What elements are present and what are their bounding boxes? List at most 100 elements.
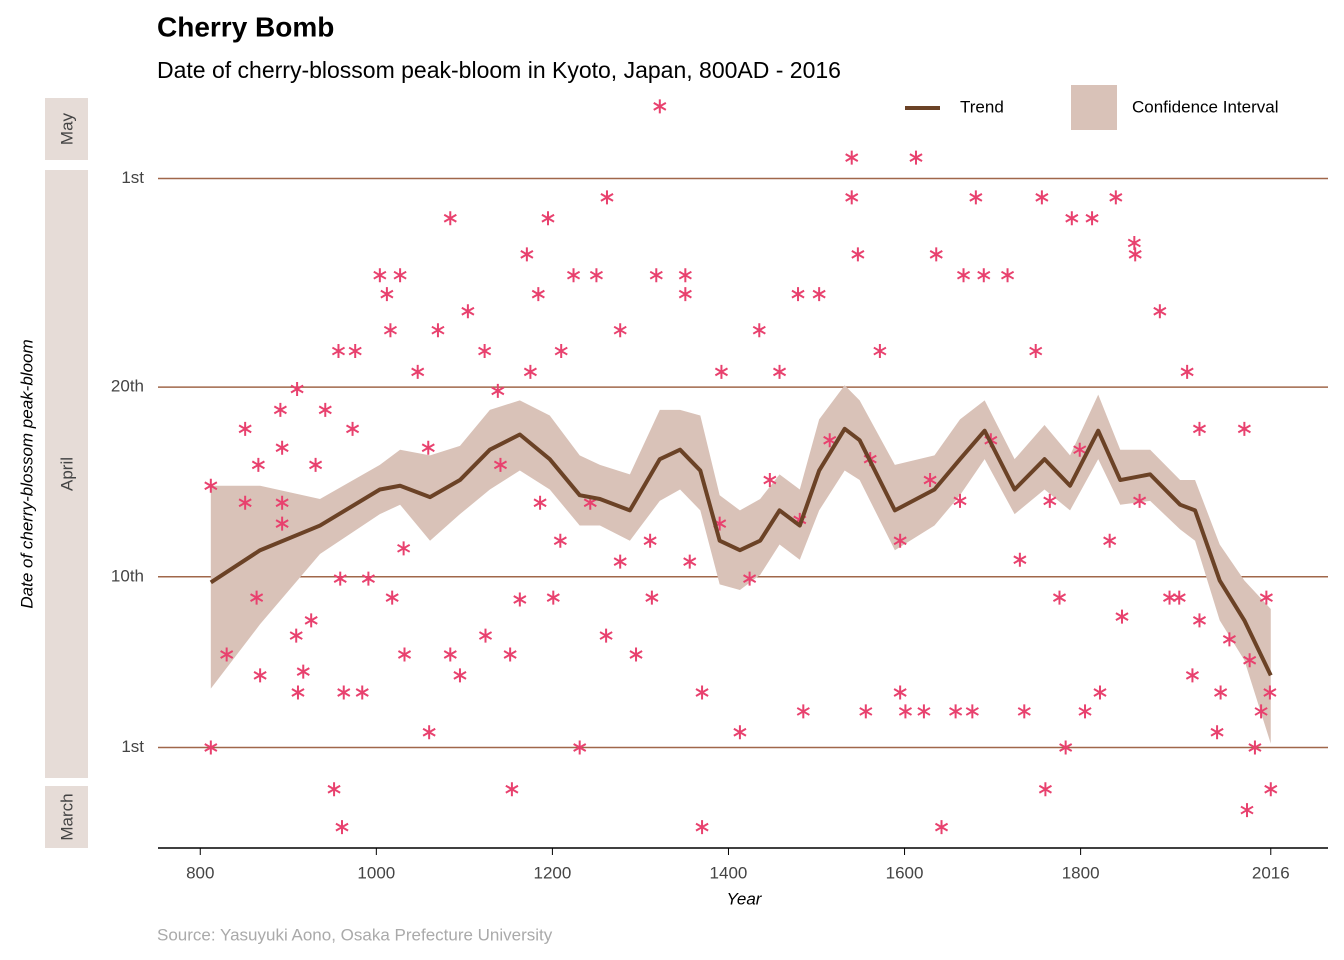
point xyxy=(1103,533,1117,548)
point xyxy=(1243,653,1257,668)
point xyxy=(733,725,747,740)
x-tick-label: 2016 xyxy=(1252,863,1290,882)
point xyxy=(309,457,323,472)
point xyxy=(873,344,887,359)
point xyxy=(289,628,303,643)
x-tick-label: 1800 xyxy=(1062,863,1100,882)
point xyxy=(909,150,923,165)
point xyxy=(238,495,252,510)
point xyxy=(290,381,304,396)
x-tick-label: 1000 xyxy=(357,863,395,882)
chart-subtitle: Date of cherry-blossom peak-bloom in Kyo… xyxy=(157,57,841,83)
point xyxy=(335,820,349,835)
point xyxy=(204,740,218,755)
point xyxy=(275,516,289,531)
point xyxy=(355,685,369,700)
y-tick-label: 10th xyxy=(111,566,144,585)
point xyxy=(573,740,587,755)
point xyxy=(478,628,493,643)
point xyxy=(791,287,805,302)
point xyxy=(752,323,766,338)
point xyxy=(1214,685,1228,700)
x-axis-label: Year xyxy=(727,889,763,908)
x-tick-label: 1200 xyxy=(533,863,571,882)
point xyxy=(1264,782,1278,797)
facet-label: March xyxy=(57,793,76,840)
point xyxy=(397,647,412,662)
point xyxy=(348,344,362,359)
point xyxy=(520,247,534,262)
point xyxy=(1065,211,1079,226)
point xyxy=(1263,685,1277,700)
point xyxy=(566,268,581,283)
point xyxy=(683,554,697,569)
point xyxy=(1192,613,1207,628)
y-tick-label: 1st xyxy=(121,168,144,187)
point xyxy=(533,495,547,510)
point xyxy=(1153,304,1167,319)
point xyxy=(629,647,643,662)
point xyxy=(546,590,560,605)
point xyxy=(695,685,709,700)
point xyxy=(380,287,394,302)
point xyxy=(678,268,692,283)
point xyxy=(812,287,826,302)
point xyxy=(1035,190,1049,205)
trend-line xyxy=(209,426,1273,677)
point xyxy=(956,268,971,283)
point xyxy=(977,268,991,283)
point xyxy=(493,457,508,472)
point xyxy=(453,668,467,683)
point xyxy=(337,685,351,700)
point xyxy=(1059,740,1073,755)
point xyxy=(1109,190,1123,205)
point xyxy=(397,541,411,556)
point xyxy=(304,613,318,628)
point xyxy=(531,287,545,302)
point xyxy=(845,190,859,205)
point xyxy=(431,323,445,338)
x-tick-label: 1400 xyxy=(710,863,748,882)
point xyxy=(1000,268,1015,283)
point xyxy=(643,533,657,548)
point xyxy=(443,647,457,662)
point xyxy=(318,402,332,417)
point xyxy=(599,628,613,643)
point xyxy=(1180,364,1194,379)
point xyxy=(695,820,709,835)
point xyxy=(949,704,963,719)
point xyxy=(503,647,517,662)
point xyxy=(645,590,659,605)
point xyxy=(1115,609,1129,624)
point xyxy=(613,323,627,338)
point xyxy=(600,190,614,205)
point xyxy=(204,478,218,493)
point xyxy=(238,421,252,436)
point xyxy=(554,344,568,359)
point xyxy=(965,704,979,719)
point xyxy=(220,647,234,662)
point xyxy=(859,704,873,719)
point xyxy=(923,473,937,488)
point xyxy=(1043,493,1057,508)
point xyxy=(275,495,289,510)
point xyxy=(953,493,967,508)
point xyxy=(823,433,837,448)
point xyxy=(845,150,859,165)
point xyxy=(385,590,399,605)
point xyxy=(1240,803,1254,818)
point xyxy=(969,190,983,205)
facet-strip xyxy=(45,98,88,160)
point xyxy=(253,668,267,683)
point xyxy=(333,571,347,586)
point xyxy=(678,287,692,302)
point xyxy=(1052,590,1067,605)
x-tick-label: 1600 xyxy=(886,863,924,882)
point xyxy=(1128,247,1142,262)
confidence-band xyxy=(210,385,1271,744)
point xyxy=(1172,590,1186,605)
facet-strip xyxy=(45,786,88,848)
point xyxy=(383,323,397,338)
point xyxy=(461,304,475,319)
